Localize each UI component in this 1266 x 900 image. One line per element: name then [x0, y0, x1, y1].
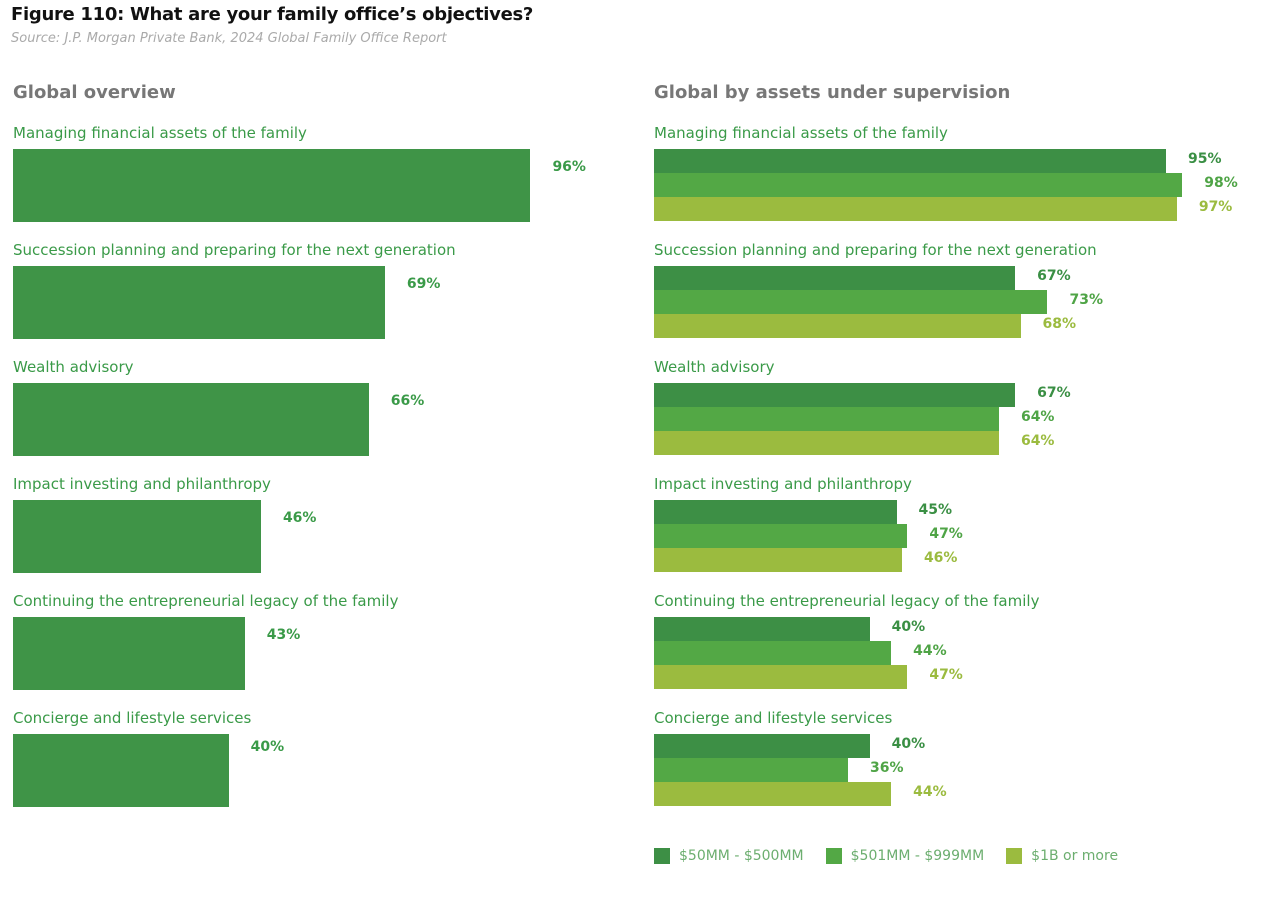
category-label: Continuing the entrepreneurial legacy of… [654, 592, 1040, 610]
legend-swatch [825, 848, 842, 864]
bar [654, 524, 908, 548]
value-label: 64% [1020, 433, 1055, 449]
right-panel-title: Global by assets under supervision [654, 82, 1011, 103]
left-panel-title: Global overview [13, 82, 176, 103]
category-label: Impact investing and philanthropy [654, 475, 912, 493]
value-label: 67% [1037, 385, 1071, 401]
bar [13, 383, 369, 456]
bar [13, 266, 385, 339]
bar [654, 758, 849, 782]
bar [13, 149, 531, 222]
category-label: Impact investing and philanthropy [13, 475, 271, 493]
value-label: 69% [406, 276, 441, 292]
value-label: 68% [1042, 316, 1077, 332]
bar [654, 407, 999, 431]
value-label: 98% [1204, 175, 1238, 191]
legend-item: $501MM - $999MM [825, 848, 985, 864]
bar [654, 383, 1016, 407]
figure-source: Source: J.P. Morgan Private Bank, 2024 G… [11, 31, 447, 46]
bar [654, 149, 1167, 173]
value-label: 40% [891, 736, 926, 752]
category-label: Continuing the entrepreneurial legacy of… [13, 592, 399, 610]
category-label: Succession planning and preparing for th… [654, 241, 1097, 259]
value-label: 47% [929, 526, 963, 542]
bar [654, 734, 870, 758]
legend-label: $50MM - $500MM [679, 848, 804, 864]
legend-item: $50MM - $500MM [654, 848, 804, 864]
value-label: 64% [1020, 409, 1055, 425]
value-label: 44% [913, 643, 947, 659]
bar [654, 197, 1177, 221]
value-label: 40% [891, 619, 926, 635]
value-label: 45% [918, 502, 953, 518]
bar [654, 665, 908, 689]
legend-label: $501MM - $999MM [850, 848, 985, 864]
legend-swatch [1006, 848, 1023, 864]
bar [654, 266, 1016, 290]
value-label: 46% [923, 550, 958, 566]
bar [654, 290, 1048, 314]
value-label: 36% [870, 760, 904, 776]
bar [654, 314, 1021, 338]
legend: $50MM - $500MM $501MM - $999MM $1B or mo… [654, 848, 1118, 864]
legend-label: $1B or more [1031, 848, 1119, 864]
value-label: 47% [929, 667, 963, 683]
bar [654, 548, 902, 572]
value-label: 73% [1069, 292, 1103, 308]
category-label: Managing financial assets of the family [654, 124, 948, 142]
bar [654, 500, 897, 524]
bar [13, 734, 229, 807]
value-label: 97% [1198, 199, 1233, 215]
category-label: Concierge and lifestyle services [13, 709, 252, 727]
value-label: 67% [1037, 268, 1071, 284]
value-label: 95% [1188, 151, 1222, 167]
bar [654, 641, 892, 665]
bar [13, 500, 261, 573]
value-label: 66% [390, 393, 425, 409]
value-label: 43% [266, 627, 301, 643]
bar [654, 782, 892, 806]
value-label: 44% [913, 784, 947, 800]
figure-title: Figure 110: What are your family office’… [11, 4, 534, 25]
legend-swatch [654, 848, 670, 864]
value-label: 96% [552, 159, 586, 175]
category-label: Managing financial assets of the family [13, 124, 307, 142]
bar [654, 431, 999, 455]
bar [654, 617, 870, 641]
category-label: Concierge and lifestyle services [654, 709, 893, 727]
category-label: Wealth advisory [13, 358, 134, 376]
bar [13, 617, 245, 690]
value-label: 40% [250, 739, 285, 755]
bar [654, 173, 1183, 197]
category-label: Succession planning and preparing for th… [13, 241, 456, 259]
value-label: 46% [282, 510, 317, 526]
category-label: Wealth advisory [654, 358, 775, 376]
legend-item: $1B or more [1006, 848, 1118, 864]
